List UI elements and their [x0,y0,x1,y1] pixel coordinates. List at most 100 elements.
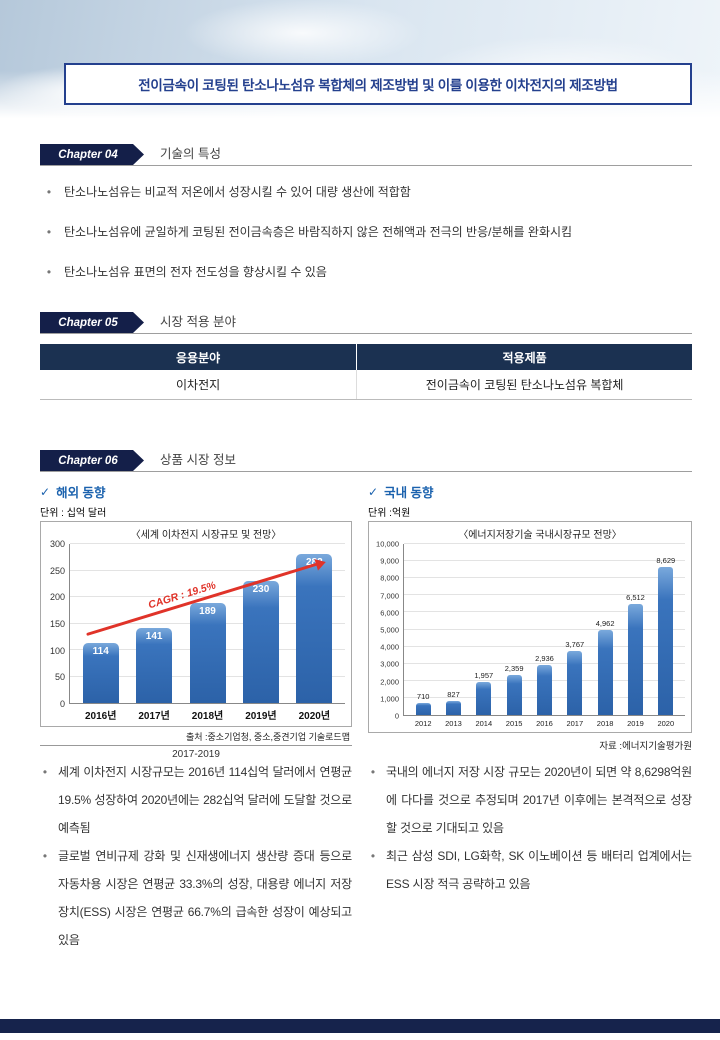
x-tick-label: 2018년 [191,711,224,722]
gridline [404,560,685,562]
bar-2019: 6,512 [620,544,650,715]
bar-value-label: 2,936 [535,653,554,663]
table-header-product: 적용제품 [356,344,692,370]
chapter-06-title: 상품 시장 정보 [160,453,236,467]
x-tick-label: 2015 [505,719,523,728]
bar-2017년: 141 [127,544,180,703]
overseas-trend-heading: ✓ 해외 동향 [40,482,352,501]
bullet-icon: • [370,849,376,863]
x-axis: 2016년 2017년 2018년 2019년 2020년 [43,704,345,722]
overseas-trend-column: ✓ 해외 동향 단위 : 십억 달러 〈세계 이차전지 시장규모 및 전망〉 0… [40,482,352,760]
y-tick-label: 200 [49,592,65,603]
bullet-icon: • [46,185,52,199]
chart-source-note: 출처 :중소기업청, 중소,중견기업 기술로드맵 [40,727,352,746]
table-cell-application: 이차전지 [176,378,221,392]
note-text: 최근 삼성 SDI, LG화학, SK 이노베이션 등 배터리 업계에서는 ES… [386,849,692,891]
x-tick-label: 2013 [445,719,462,728]
x-tick-label: 2017년 [138,711,170,722]
bullet-icon: • [46,224,52,239]
table-cell-product: 전이금속이 코팅된 탄소나노섬유 복합체 [356,370,692,399]
bar-2013: 827 [438,544,468,715]
bar-2018: 4,962 [590,544,620,715]
chart-period-note: 2017-2019 [172,749,220,760]
bar [445,700,461,715]
gridline [70,569,345,571]
table-header-application: 응용분야 [176,350,221,365]
x-tick-label: 2019 [627,719,644,728]
bar-value-label: 2,359 [504,663,524,673]
chapter-04-title: 기술의 특성 [160,147,221,161]
y-tick-label: 150 [49,619,65,629]
overseas-notes-list: • 세계 이차전지 시장규모는 2016년 114십억 달러에서 연평균 19.… [40,758,352,954]
note-text: 세계 이차전지 시장규모는 2016년 114십억 달러에서 연평균 19.5%… [58,765,352,835]
chapter-06-header: Chapter 06 상품 시장 정보 [40,450,692,472]
table-row: 이차전지 전이금속이 코팅된 탄소나노섬유 복합체 [40,370,692,400]
chapter-04-header: Chapter 04 기술의 특성 [40,144,692,166]
bar-value-label: 710 [416,691,430,701]
bar-value-label: 141 [145,631,163,643]
footer-bar [0,1019,720,1033]
y-tick-label: 100 [49,645,65,656]
domestic-notes-list: • 국내의 에너지 저장 시장 규모는 2020년이 되면 약 8,6298억원… [368,758,692,898]
note-item: • 세계 이차전지 시장규모는 2016년 114십억 달러에서 연평균 19.… [40,758,352,842]
y-tick-label: 4,000 [380,642,399,652]
bar: 230 [242,581,279,703]
y-tick-label: 9,000 [380,556,399,566]
bar [627,603,643,715]
y-tick-label: 5,000 [380,625,399,635]
bar-value-label: 189 [199,605,216,617]
bullet-icon: • [370,765,376,779]
bar: 141 [136,628,173,703]
x-tick-label: 2017 [566,719,584,728]
gridline [404,577,685,579]
bullet-item: • 탄소나노섬유 표면의 전자 전도성을 향상시킬 수 있음 [44,264,692,281]
chapter-06-badge: Chapter 06 [40,450,144,471]
unit-label: 단위 : 십억 달러 [40,508,107,519]
y-tick-label: 6,000 [380,608,399,618]
unit-label: 단위 :억원 [368,508,411,519]
x-tick-label: 2019년 [245,711,277,722]
bullet-icon: • [42,765,48,779]
title-box: 전이금속이 코팅된 탄소나노섬유 복합체의 제조방법 및 이를 이용한 이차전지… [64,63,692,105]
ch4-bullet-list: • 탄소나노섬유는 비교적 저온에서 성장시킬 수 있어 대량 생산에 적합함 … [44,184,692,303]
gridline [404,628,685,630]
bar-value-label: 114 [92,645,109,657]
bar-value-label: 282 [305,556,323,568]
page-title: 전이금속이 코팅된 탄소나노섬유 복합체의 제조방법 및 이를 이용한 이차전지… [138,78,618,93]
check-icon: ✓ [368,484,379,499]
application-table: 응용분야 적용제품 이차전지 전이금속이 코팅된 탄소나노섬유 복합체 [40,344,692,400]
bar-2020: 8,629 [651,544,681,715]
bullet-icon: • [46,264,52,279]
bar-2016년: 114 [74,544,127,703]
x-axis: 2012 2013 2014 2015 2016 2017 2018 2019 2020 [371,716,685,728]
plot-area: 710 827 1,957 2,359 2,936 3,767 4,962 6,512 8,62… [403,543,685,716]
bar-value-label: 1,957 [474,670,494,680]
y-tick-label: 0 [59,699,65,709]
bullet-text: 탄소나노섬유 표면의 전자 전도성을 향상시킬 수 있음 [64,264,327,279]
bar [415,702,431,715]
bullet-text: 탄소나노섬유에 균일하게 코팅된 전이금속층은 바람직하지 않은 전해액과 전극… [64,224,573,239]
y-axis: 0 50 100 150 200 250 300 [43,539,69,709]
y-tick-label: 0 [394,711,399,721]
bar [658,567,674,715]
gridline [404,645,685,647]
bar [597,630,613,715]
bar-2017: 3,767 [560,544,590,715]
y-axis: 0 1,000 2,000 3,000 4,000 5,000 6,000 7,000 8,00… [371,540,403,721]
domestic-ess-market-chart: 〈에너지저장기술 국내시장규모 전망〉 0 1,000 2,000 3,000 4,00… [368,521,692,733]
y-tick-label: 8,000 [380,573,399,583]
bar-value-label: 3,767 [565,639,585,649]
x-tick-label: 2016 [536,719,553,728]
gridline [404,543,685,544]
chart-source-note: 자료 :에너지기술평가원 [599,741,692,752]
y-tick-label: 250 [49,565,65,576]
bar-value-label: 230 [252,584,270,596]
note-text: 국내의 에너지 저장 시장 규모는 2020년이 되면 약 8,6298억원에 … [386,765,692,835]
x-tick-label: 2016년 [84,711,117,722]
chart-title: 〈세계 이차전지 시장규모 및 전망〉 [130,530,282,541]
plot-area: CAGR : 19.5% 114 141 189 230 282 [69,543,345,704]
y-tick-label: 7,000 [380,591,399,601]
domestic-trend-column: ✓ 국내 동향 단위 :억원 〈에너지저장기술 국내시장규모 전망〉 0 1,00… [368,482,692,752]
bar [476,681,492,715]
bullet-icon: • [42,849,48,863]
